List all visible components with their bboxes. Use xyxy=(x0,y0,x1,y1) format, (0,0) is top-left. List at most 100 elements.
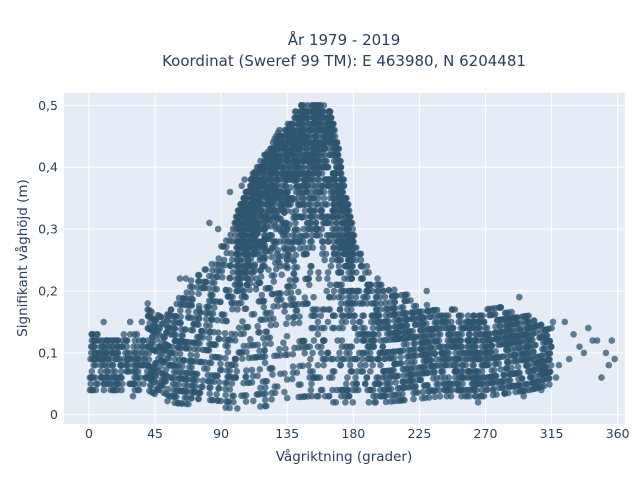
scatter-point xyxy=(202,328,210,335)
scatter-point xyxy=(188,289,195,297)
scatter-point xyxy=(325,392,333,400)
scatter-point xyxy=(339,324,346,332)
scatter-point xyxy=(381,337,388,344)
scatter-point xyxy=(552,374,560,381)
scatter-point xyxy=(176,350,184,358)
scatter-point xyxy=(288,375,296,383)
scatter-point xyxy=(260,219,268,227)
scatter-point xyxy=(297,133,304,140)
scatter-point xyxy=(329,207,336,214)
scatter-point xyxy=(222,385,229,393)
scatter-point xyxy=(169,380,177,388)
scatter-point xyxy=(334,250,342,258)
scatter-point xyxy=(203,303,210,311)
scatter-point xyxy=(235,349,243,356)
scatter-point xyxy=(324,238,332,245)
scatter-point xyxy=(268,290,276,298)
scatter-point xyxy=(294,163,302,171)
scatter-point xyxy=(312,374,320,381)
scatter-point xyxy=(452,349,459,357)
scatter-point xyxy=(484,306,491,313)
scatter-point xyxy=(175,362,183,370)
scatter-point xyxy=(296,201,303,208)
scatter-point xyxy=(433,381,440,388)
scatter-point xyxy=(225,293,232,300)
scatter-point xyxy=(397,304,405,311)
scatter-point xyxy=(445,349,453,357)
scatter-point xyxy=(270,303,277,310)
scatter-point xyxy=(158,320,166,328)
scatter-point xyxy=(274,383,281,390)
scatter-point xyxy=(310,293,317,301)
scatter-point xyxy=(303,232,310,239)
scatter-point xyxy=(363,337,371,344)
scatter-point xyxy=(331,145,339,152)
scatter-point xyxy=(388,367,395,374)
scatter-point xyxy=(419,320,427,328)
scatter-point xyxy=(184,382,191,389)
scatter-point xyxy=(248,201,256,208)
scatter-point xyxy=(496,378,504,386)
scatter-point xyxy=(267,321,275,329)
scatter-point xyxy=(290,282,297,290)
scatter-point xyxy=(504,324,511,332)
scatter-point xyxy=(316,213,324,220)
scatter-point xyxy=(293,139,301,146)
scatter-point xyxy=(315,392,322,400)
scatter-point xyxy=(249,219,257,227)
scatter-point xyxy=(254,341,261,349)
scatter-point xyxy=(343,194,350,202)
scatter-point xyxy=(281,194,288,202)
scatter-point xyxy=(320,337,327,344)
scatter-point xyxy=(301,213,309,220)
scatter-point xyxy=(164,385,172,393)
scatter-point xyxy=(92,361,99,369)
scatter-point xyxy=(364,281,371,289)
scatter-point xyxy=(506,377,514,384)
scatter-point xyxy=(222,317,230,325)
scatter-point xyxy=(109,343,116,351)
scatter-point xyxy=(309,368,317,375)
scatter-point xyxy=(222,237,230,244)
scatter-point xyxy=(334,188,342,196)
scatter-point xyxy=(502,346,510,354)
scatter-point xyxy=(363,300,371,307)
scatter-point xyxy=(317,207,325,214)
scatter-point xyxy=(266,232,274,239)
scatter-point xyxy=(241,194,248,202)
scatter-point xyxy=(232,355,240,363)
scatter-point xyxy=(295,288,302,296)
scatter-point xyxy=(435,312,442,320)
scatter-point xyxy=(377,386,384,394)
scatter-point xyxy=(508,308,515,316)
scatter-point xyxy=(520,325,528,333)
scatter-point xyxy=(446,324,454,332)
scatter-point xyxy=(318,108,326,115)
scatter-point xyxy=(382,349,390,356)
scatter-point xyxy=(431,393,439,401)
scatter-point xyxy=(363,262,371,270)
scatter-point xyxy=(358,355,366,363)
scatter-point xyxy=(282,219,289,227)
scatter-point xyxy=(357,361,364,369)
scatter-point xyxy=(340,355,348,363)
scatter-point xyxy=(338,318,346,326)
scatter-point xyxy=(195,278,203,285)
scatter-point xyxy=(138,318,146,326)
scatter-point xyxy=(440,349,447,357)
scatter-point xyxy=(223,243,230,251)
scatter-point xyxy=(205,334,213,342)
scatter-point xyxy=(209,266,216,274)
scatter-point xyxy=(468,324,475,332)
scatter-point xyxy=(170,368,178,376)
scatter-point xyxy=(285,314,292,321)
scatter-point xyxy=(309,102,317,109)
scatter-point xyxy=(268,396,275,403)
scatter-point xyxy=(323,287,331,295)
scatter-point xyxy=(259,353,267,361)
scatter-point xyxy=(299,157,306,165)
x-tick-label: 90 xyxy=(213,426,229,441)
scatter-point xyxy=(123,343,130,351)
scatter-point xyxy=(260,256,268,264)
scatter-point xyxy=(422,332,430,340)
